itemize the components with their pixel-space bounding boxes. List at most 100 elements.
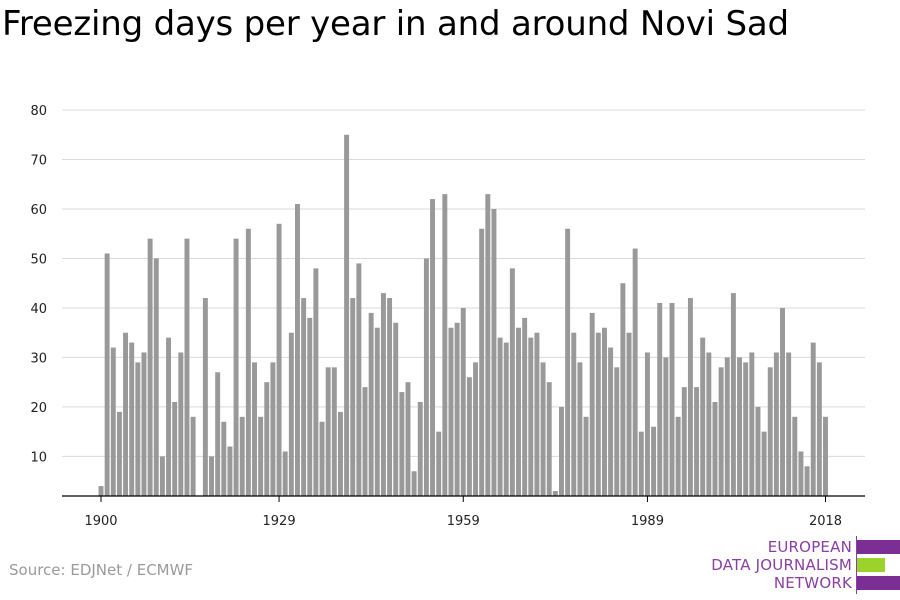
bar[interactable]: [559, 406, 564, 496]
bar[interactable]: [276, 223, 282, 497]
bar[interactable]: [761, 431, 767, 496]
bar[interactable]: [798, 451, 804, 496]
bar[interactable]: [258, 416, 264, 496]
bar[interactable]: [233, 238, 239, 496]
bar[interactable]: [147, 238, 153, 496]
bar[interactable]: [614, 367, 620, 496]
bar[interactable]: [663, 357, 669, 496]
bar[interactable]: [669, 303, 675, 496]
bar[interactable]: [546, 382, 552, 496]
bar[interactable]: [718, 367, 724, 496]
bar[interactable]: [190, 416, 196, 496]
bar[interactable]: [780, 307, 785, 496]
bar[interactable]: [491, 208, 497, 496]
bar[interactable]: [405, 382, 411, 496]
bar[interactable]: [123, 332, 129, 496]
bar[interactable]: [595, 332, 601, 496]
bar[interactable]: [583, 416, 589, 496]
bar[interactable]: [362, 387, 368, 496]
bar[interactable]: [601, 327, 607, 496]
bar[interactable]: [227, 446, 233, 496]
bar[interactable]: [270, 362, 276, 496]
bar[interactable]: [172, 401, 178, 496]
bar[interactable]: [466, 377, 472, 496]
bar[interactable]: [430, 199, 436, 497]
bar[interactable]: [681, 387, 687, 496]
bar[interactable]: [350, 298, 356, 496]
bar[interactable]: [534, 332, 540, 496]
bar[interactable]: [215, 372, 221, 496]
bar[interactable]: [644, 352, 650, 496]
bar[interactable]: [700, 337, 706, 496]
bar[interactable]: [313, 268, 319, 496]
bar[interactable]: [460, 307, 466, 496]
bar[interactable]: [749, 352, 755, 496]
bar[interactable]: [387, 298, 393, 496]
bar[interactable]: [209, 456, 214, 496]
bar[interactable]: [755, 406, 761, 496]
bar[interactable]: [331, 367, 337, 496]
bar[interactable]: [706, 352, 712, 496]
bar[interactable]: [509, 268, 515, 496]
bar[interactable]: [522, 317, 528, 496]
bar[interactable]: [552, 491, 558, 496]
bar[interactable]: [184, 238, 190, 496]
bar[interactable]: [608, 347, 614, 496]
bar[interactable]: [571, 332, 577, 496]
bar[interactable]: [202, 298, 208, 496]
bar[interactable]: [295, 204, 300, 496]
bar[interactable]: [178, 352, 184, 496]
bar[interactable]: [675, 416, 681, 496]
bar[interactable]: [448, 327, 454, 496]
bar[interactable]: [110, 347, 116, 496]
bar[interactable]: [436, 431, 442, 496]
bar[interactable]: [301, 298, 307, 496]
bar[interactable]: [823, 416, 828, 496]
bar[interactable]: [393, 322, 399, 496]
edjnet-logo[interactable]: EUROPEAN DATA JOURNALISM NETWORK: [700, 536, 900, 594]
bar[interactable]: [239, 416, 245, 496]
bar[interactable]: [810, 342, 816, 496]
bar[interactable]: [638, 431, 644, 496]
bar[interactable]: [694, 387, 700, 496]
bar[interactable]: [221, 421, 227, 496]
bar[interactable]: [724, 357, 730, 496]
bar[interactable]: [116, 411, 122, 496]
bar[interactable]: [245, 228, 251, 496]
bar[interactable]: [577, 362, 583, 496]
bar[interactable]: [773, 352, 779, 496]
bar[interactable]: [516, 327, 521, 496]
bar[interactable]: [620, 283, 626, 496]
bar[interactable]: [264, 382, 270, 496]
bar[interactable]: [632, 248, 638, 496]
bar[interactable]: [411, 471, 417, 496]
bar[interactable]: [356, 263, 362, 496]
bar[interactable]: [104, 253, 110, 496]
bar[interactable]: [540, 362, 546, 496]
bar[interactable]: [767, 367, 773, 496]
bar[interactable]: [319, 421, 325, 496]
bar[interactable]: [792, 416, 798, 496]
bar[interactable]: [730, 293, 736, 496]
bar[interactable]: [252, 362, 257, 496]
bar[interactable]: [497, 337, 503, 496]
bar[interactable]: [473, 362, 478, 496]
bar[interactable]: [589, 312, 595, 496]
bar[interactable]: [565, 228, 571, 496]
bar[interactable]: [479, 228, 485, 496]
bar[interactable]: [374, 327, 380, 496]
bar[interactable]: [368, 312, 374, 496]
bar[interactable]: [657, 303, 663, 496]
bar[interactable]: [485, 194, 491, 496]
bar[interactable]: [743, 362, 749, 496]
bar[interactable]: [454, 322, 460, 496]
bar[interactable]: [651, 426, 657, 496]
bar[interactable]: [282, 451, 288, 496]
bar[interactable]: [307, 317, 313, 496]
bar[interactable]: [337, 411, 343, 496]
bar[interactable]: [816, 362, 822, 496]
bar[interactable]: [442, 194, 448, 496]
bar[interactable]: [417, 401, 423, 496]
bar[interactable]: [288, 332, 294, 496]
bar[interactable]: [528, 337, 534, 496]
